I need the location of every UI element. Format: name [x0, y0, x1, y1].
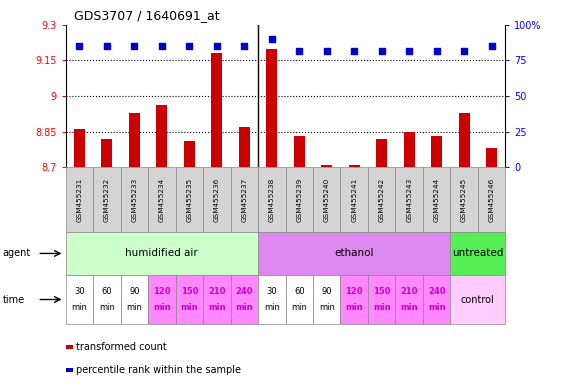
Text: agent: agent — [3, 248, 31, 258]
Text: min: min — [428, 303, 445, 312]
Text: GSM455231: GSM455231 — [77, 177, 82, 222]
Text: untreated: untreated — [452, 248, 504, 258]
Text: GSM455246: GSM455246 — [489, 177, 494, 222]
Point — [487, 43, 496, 50]
Point — [240, 43, 249, 50]
Text: 90: 90 — [321, 287, 332, 296]
Point — [75, 43, 84, 50]
Bar — [404, 132, 415, 167]
Bar — [239, 127, 250, 167]
Text: 210: 210 — [208, 287, 226, 296]
Text: GSM455234: GSM455234 — [159, 177, 165, 222]
Text: min: min — [345, 303, 363, 312]
Bar — [293, 136, 305, 167]
Text: min: min — [264, 303, 280, 312]
Bar — [74, 129, 85, 167]
Text: 240: 240 — [428, 287, 445, 296]
Point — [295, 48, 304, 54]
Bar — [211, 53, 222, 167]
Text: GSM455243: GSM455243 — [406, 177, 412, 222]
Bar — [486, 148, 497, 167]
Text: 30: 30 — [267, 287, 277, 296]
Text: min: min — [153, 303, 171, 312]
Text: 30: 30 — [74, 287, 85, 296]
Point — [185, 43, 194, 50]
Text: 120: 120 — [153, 287, 171, 296]
Text: 90: 90 — [129, 287, 140, 296]
Bar — [376, 139, 387, 167]
Text: GSM455244: GSM455244 — [433, 177, 440, 222]
Text: humidified air: humidified air — [126, 248, 198, 258]
Point — [460, 48, 469, 54]
Text: 150: 150 — [180, 287, 198, 296]
Text: min: min — [373, 303, 391, 312]
Text: 60: 60 — [294, 287, 304, 296]
Point — [157, 43, 166, 50]
Text: GSM455245: GSM455245 — [461, 177, 467, 222]
Point — [267, 36, 276, 42]
Text: GSM455236: GSM455236 — [214, 177, 220, 222]
Text: GSM455242: GSM455242 — [379, 177, 385, 222]
Text: GSM455241: GSM455241 — [351, 177, 357, 222]
Text: min: min — [319, 303, 335, 312]
Bar — [349, 165, 360, 167]
Text: GSM455232: GSM455232 — [104, 177, 110, 222]
Text: 60: 60 — [102, 287, 112, 296]
Text: GSM455235: GSM455235 — [186, 177, 192, 222]
Text: ethanol: ethanol — [335, 248, 374, 258]
Point — [212, 43, 222, 50]
Text: 150: 150 — [373, 287, 391, 296]
Text: min: min — [126, 303, 142, 312]
Point — [322, 48, 331, 54]
Text: min: min — [208, 303, 226, 312]
Text: min: min — [235, 303, 253, 312]
Point — [432, 48, 441, 54]
Text: 210: 210 — [400, 287, 418, 296]
Text: transformed count: transformed count — [76, 342, 167, 352]
Bar — [266, 49, 278, 167]
Point — [102, 43, 111, 50]
Point — [405, 48, 414, 54]
Text: min: min — [291, 303, 307, 312]
Text: 240: 240 — [235, 287, 253, 296]
Bar — [321, 165, 332, 167]
Text: min: min — [99, 303, 115, 312]
Point — [130, 43, 139, 50]
Text: GSM455233: GSM455233 — [131, 177, 138, 222]
Text: min: min — [71, 303, 87, 312]
Bar — [129, 113, 140, 167]
Text: 120: 120 — [345, 287, 363, 296]
Text: GSM455240: GSM455240 — [324, 177, 329, 222]
Text: min: min — [180, 303, 198, 312]
Text: min: min — [400, 303, 418, 312]
Text: GSM455237: GSM455237 — [242, 177, 247, 222]
Text: control: control — [461, 295, 494, 305]
Text: GSM455239: GSM455239 — [296, 177, 302, 222]
Text: GDS3707 / 1640691_at: GDS3707 / 1640691_at — [74, 9, 220, 22]
Bar — [184, 141, 195, 167]
Text: GSM455238: GSM455238 — [269, 177, 275, 222]
Bar — [102, 139, 112, 167]
Text: time: time — [3, 295, 25, 305]
Text: percentile rank within the sample: percentile rank within the sample — [76, 365, 241, 375]
Bar — [156, 106, 167, 167]
Bar — [431, 136, 442, 167]
Point — [349, 48, 359, 54]
Point — [377, 48, 386, 54]
Bar — [459, 113, 469, 167]
